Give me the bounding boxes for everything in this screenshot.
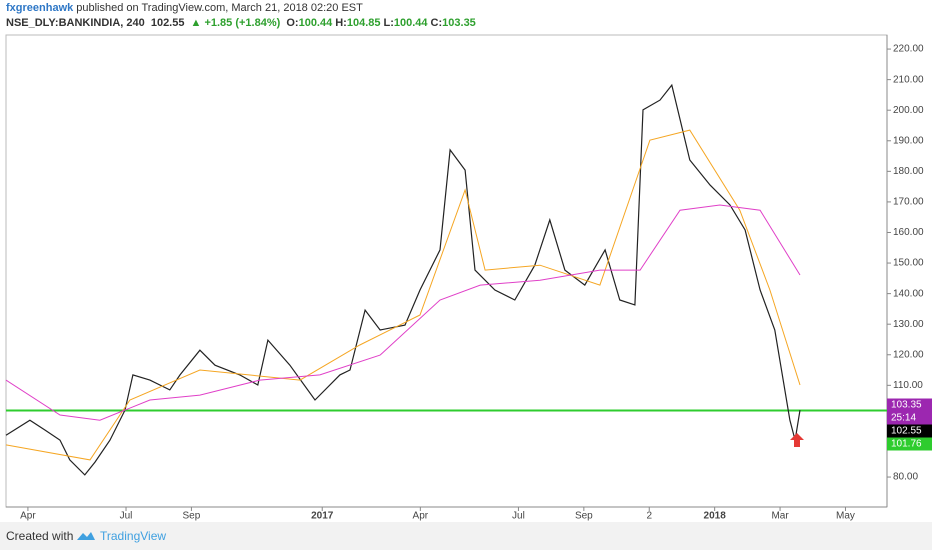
x-tick-label: Sep bbox=[575, 511, 593, 522]
x-tick-label: Jul bbox=[120, 511, 133, 522]
price-label: 25:14 bbox=[887, 411, 932, 425]
price-label-text: 101.76 bbox=[891, 439, 922, 450]
x-tick-label: 2017 bbox=[311, 511, 334, 522]
price-label-box bbox=[887, 411, 932, 425]
x-tick-label: Mar bbox=[771, 511, 789, 522]
moving-average bbox=[5, 129, 801, 461]
publish-line: fxgreenhawk published on TradingView.com,… bbox=[6, 2, 366, 14]
y-tick-label: 210.00 bbox=[893, 74, 924, 85]
y-tick-label: 200.00 bbox=[893, 105, 924, 116]
ohlc-value: 103.35 bbox=[442, 17, 476, 29]
symbol: NSE_DLY:BANKINDIA, 240 bbox=[6, 17, 145, 29]
ohlc-label: H: bbox=[335, 17, 347, 29]
price-label-box bbox=[887, 398, 932, 412]
y-tick-label: 130.00 bbox=[893, 319, 924, 330]
footer: Created with TradingView bbox=[0, 522, 932, 550]
price-label: 103.35 bbox=[887, 398, 932, 412]
logo bbox=[77, 532, 95, 540]
y-tick-label: 150.00 bbox=[893, 258, 924, 269]
y-tick-label: 180.00 bbox=[893, 166, 924, 177]
price-label-box bbox=[887, 437, 932, 451]
y-tick-label: 170.00 bbox=[893, 197, 924, 208]
y-tick-label: 190.00 bbox=[893, 135, 924, 146]
x-tick-label: May bbox=[836, 511, 855, 522]
x-tick-label: Jul bbox=[512, 511, 525, 522]
author[interactable]: fxgreenhawk bbox=[6, 2, 74, 14]
brand[interactable]: TradingView bbox=[100, 529, 167, 543]
y-tick-label: 140.00 bbox=[893, 288, 924, 299]
price-label: 102.55 bbox=[887, 424, 932, 438]
ohlc-label: C: bbox=[430, 17, 443, 29]
price-label-text: 25:14 bbox=[891, 413, 916, 424]
price-label-text: 102.55 bbox=[891, 426, 922, 437]
ohlc-value: 100.44 bbox=[393, 17, 428, 29]
change: +1.85 (+1.84%) bbox=[204, 17, 281, 29]
ohlc: O:100.44 H:104.85 L:100.44 C:103.35 bbox=[286, 17, 478, 29]
x-tick-label: 2018 bbox=[704, 511, 727, 522]
price-label-text: 103.35 bbox=[891, 400, 922, 411]
y-tick-label: 120.00 bbox=[893, 349, 924, 360]
y-tick-label: 80.00 bbox=[893, 472, 918, 483]
price-line bbox=[5, 83, 801, 476]
x-tick-label: Apr bbox=[20, 511, 36, 522]
ohlc-label: O: bbox=[286, 17, 299, 29]
price-label-box bbox=[887, 424, 932, 438]
y-tick-label: 110.00 bbox=[893, 380, 923, 391]
price: 102.55 bbox=[150, 17, 185, 29]
x-tick-label: Sep bbox=[183, 511, 201, 522]
chart: 80.0090.00100.00110.00120.00130.00140.00… bbox=[5, 34, 932, 522]
price-label: 101.76 bbox=[887, 437, 932, 451]
x-tick-label: Apr bbox=[413, 511, 429, 522]
y-tick-label: 160.00 bbox=[893, 227, 924, 238]
created-with: Created with bbox=[6, 529, 74, 543]
plot-frame bbox=[5, 34, 888, 508]
x-tick-label: 2 bbox=[646, 511, 652, 522]
ohlc-value: 104.85 bbox=[346, 17, 381, 29]
moving-average bbox=[5, 204, 801, 421]
up-arrow: ▲ bbox=[190, 17, 202, 29]
ohlc-value: 100.44 bbox=[298, 17, 333, 29]
red-arrow bbox=[790, 433, 804, 447]
published: published on TradingView.com, March 21, … bbox=[76, 2, 363, 14]
ohlc-label: L: bbox=[383, 17, 394, 29]
symbol-line: NSE_DLY:BANKINDIA, 240 102.55 ▲ +1.85 (+1… bbox=[6, 17, 482, 29]
y-tick-label: 220.00 bbox=[893, 44, 924, 55]
